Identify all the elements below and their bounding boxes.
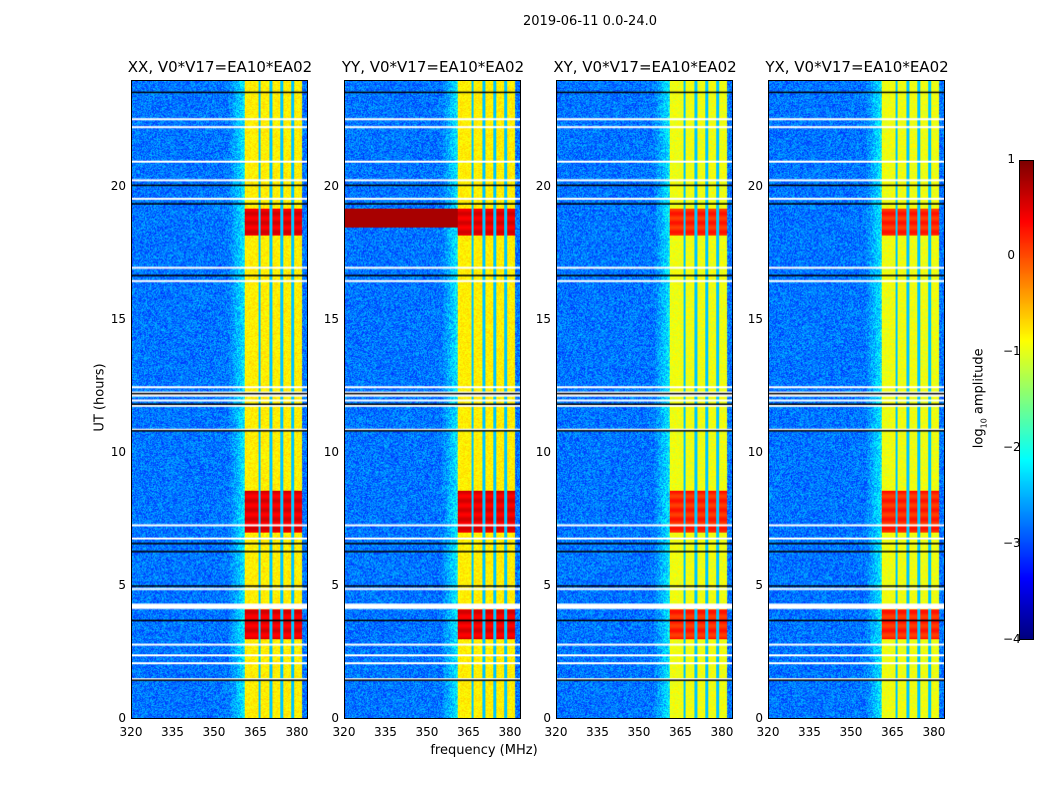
y-tick-label: 5 [118, 577, 126, 592]
y-tick-label: 10 [535, 444, 551, 459]
heatmap-yx [768, 80, 945, 719]
y-tick-label: 5 [331, 577, 339, 592]
y-tick-label: 15 [110, 311, 126, 326]
x-tick-label: 320 [544, 725, 568, 739]
y-tick-label: 20 [535, 178, 551, 193]
y-tick-label: 15 [747, 311, 763, 326]
x-tick-label: 380 [498, 725, 522, 739]
panel-title-yy: YY, V0*V17=EA10*EA02 [341, 58, 525, 76]
panel-title-yx: YX, V0*V17=EA10*EA02 [765, 58, 949, 76]
y-tick-label: 5 [543, 577, 551, 592]
x-tick-label: 335 [586, 725, 609, 739]
y-tick-label: 20 [323, 178, 339, 193]
y-tick-label: 20 [747, 178, 763, 193]
x-tick-label: 365 [457, 725, 480, 739]
y-tick-label: 0 [755, 711, 763, 725]
x-tick-label: 350 [627, 725, 651, 739]
heatmap-xx [131, 80, 308, 719]
y-tick-label: 10 [747, 444, 763, 459]
colorbar [1019, 160, 1034, 640]
colorbar-gradient [1020, 161, 1033, 639]
x-tick-label: 350 [202, 725, 226, 739]
heatmap-canvas-yy [345, 81, 520, 718]
x-tick-label: 380 [285, 725, 309, 739]
y-tick-label: 10 [323, 444, 339, 459]
y-tick-label: 15 [323, 311, 339, 326]
y-tick-label: 0 [118, 711, 126, 725]
y-tick-label: 10 [110, 444, 126, 459]
colorbar-label: log10 amplitude [971, 348, 989, 449]
x-tick-label: 335 [374, 725, 397, 739]
y-tick-label: 15 [535, 311, 551, 326]
x-tick-label: 380 [922, 725, 946, 739]
colorbar-tick-label: −3 [1003, 536, 1021, 550]
x-tick-label: 365 [244, 725, 267, 739]
y-tick-label: 0 [331, 711, 339, 725]
y-tick-label: 20 [110, 178, 126, 193]
x-tick-label: 320 [756, 725, 780, 739]
colorbar-tick-label: 1 [1007, 152, 1015, 166]
x-tick-label: 320 [332, 725, 356, 739]
x-tick-label: 380 [710, 725, 734, 739]
y-axis-label: UT (hours) [92, 363, 108, 432]
panel-title-xx: XX, V0*V17=EA10*EA02 [127, 58, 313, 76]
y-tick-label: 0 [543, 711, 551, 725]
x-tick-label: 365 [881, 725, 904, 739]
x-tick-label: 320 [119, 725, 143, 739]
x-tick-label: 365 [669, 725, 692, 739]
x-tick-label: 350 [415, 725, 439, 739]
heatmap-canvas-xy [557, 81, 732, 718]
x-tick-label: 335 [161, 725, 184, 739]
heatmap-canvas-xx [132, 81, 307, 718]
x-tick-label: 335 [798, 725, 821, 739]
x-tick-label: 350 [839, 725, 863, 739]
heatmap-xy [556, 80, 733, 719]
colorbar-tick-label: −4 [1003, 632, 1021, 646]
colorbar-tick-label: −1 [1003, 344, 1021, 358]
heatmap-yy [344, 80, 521, 719]
colorbar-tick-label: 0 [1007, 248, 1015, 262]
panel-title-xy: XY, V0*V17=EA10*EA02 [553, 58, 737, 76]
x-axis-label: frequency (MHz) [430, 743, 538, 758]
heatmap-canvas-yx [769, 81, 944, 718]
colorbar-tick-label: −2 [1003, 440, 1021, 454]
y-tick-label: 5 [755, 577, 763, 592]
figure-title: 2019-06-11 0.0-24.0 [523, 14, 657, 29]
